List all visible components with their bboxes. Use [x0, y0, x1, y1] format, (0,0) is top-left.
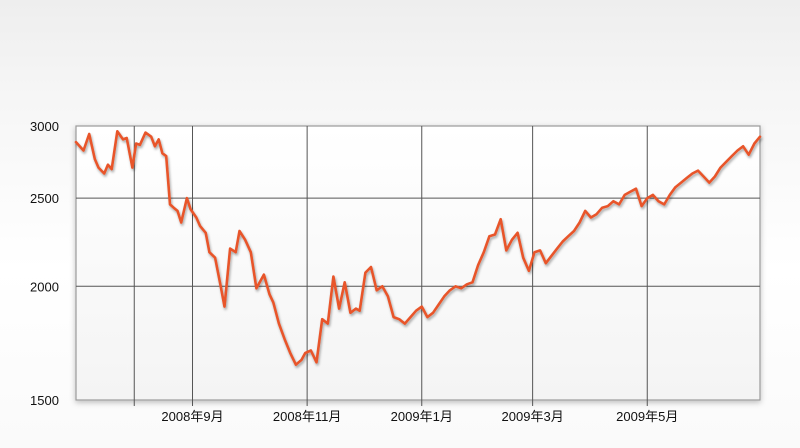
series-group	[74, 130, 762, 367]
x-tick-label: 2008年11月	[273, 409, 341, 424]
x-tick-label: 2009年1月	[391, 409, 453, 424]
y-tick-label: 2000	[30, 279, 59, 294]
plot-area	[75, 125, 761, 401]
x-tick-label: 2009年3月	[502, 409, 564, 424]
y-axis: 3000 2500 2000 1500	[30, 119, 59, 408]
series-line	[74, 130, 762, 367]
x-tick-label: 2009年5月	[616, 409, 678, 424]
y-tick-label: 3000	[30, 119, 59, 134]
x-tick-label: 2008年9月	[161, 409, 223, 424]
y-tick-label: 2500	[30, 191, 59, 206]
y-tick-label: 1500	[30, 393, 59, 408]
x-axis: 2008年9月 2008年11月 2009年1月 2009年3月 2009年5月	[161, 409, 678, 424]
